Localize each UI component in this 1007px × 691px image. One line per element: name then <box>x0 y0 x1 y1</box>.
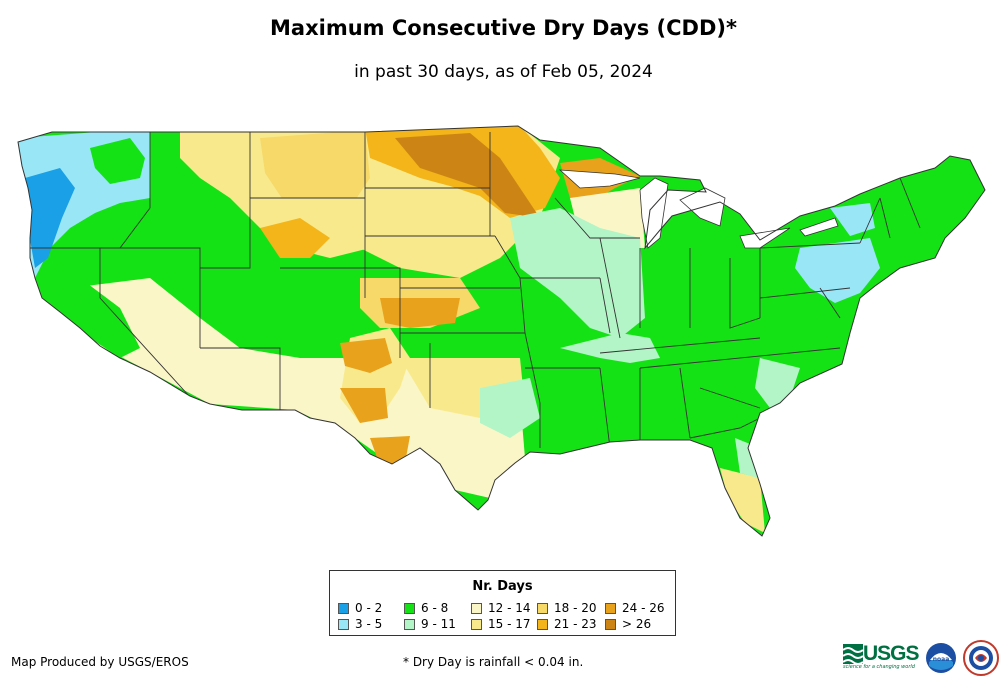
legend-swatch <box>605 618 616 630</box>
legend-label: 15 - 17 <box>488 617 531 631</box>
legend-label: 12 - 14 <box>488 601 531 615</box>
legend-item-over-26: > 26 <box>605 617 651 631</box>
legend-item-18-20: 18 - 20 <box>537 601 597 615</box>
legend-swatch <box>537 602 548 614</box>
legend-label: 6 - 8 <box>421 601 449 615</box>
legend-label: 0 - 2 <box>355 601 383 615</box>
legend-item-9-11: 9 - 11 <box>404 617 456 631</box>
legend-swatch <box>471 602 482 614</box>
legend-swatch <box>605 602 616 614</box>
noaa-logo: noaa <box>926 643 956 673</box>
legend-item-0-2: 0 - 2 <box>338 601 382 615</box>
legend-swatch <box>404 602 415 614</box>
dry-day-note: * Dry Day is rainfall < 0.04 in. <box>403 655 584 669</box>
legend-item-3-5: 3 - 5 <box>338 617 382 631</box>
legend-item-21-23: 21 - 23 <box>537 617 597 631</box>
map-subtitle: in past 30 days, as of Feb 05, 2024 <box>354 62 653 82</box>
usgs-wave-icon <box>843 644 863 665</box>
map-title: Maximum Consecutive Dry Days (CDD)* <box>270 16 737 40</box>
noaa-label: noaa <box>933 656 950 663</box>
legend-item-15-17: 15 - 17 <box>471 617 531 631</box>
cdd-map <box>17 125 986 537</box>
usgs-tagline: science for a changing world <box>843 664 915 670</box>
legend-label: 3 - 5 <box>355 617 383 631</box>
usgs-logo: USGS science for a changing world <box>843 642 921 672</box>
legend-item-6-8: 6 - 8 <box>404 601 448 615</box>
usgs-wordmark: USGS <box>863 642 920 665</box>
legend: Nr. Days 0 - 2 3 - 5 6 - 8 9 - 11 12 - 1… <box>329 570 676 636</box>
legend-swatch <box>537 618 548 630</box>
legend-label: 21 - 23 <box>554 617 597 631</box>
legend-item-24-26: 24 - 26 <box>605 601 665 615</box>
legend-swatch <box>338 618 349 630</box>
legend-swatch <box>471 618 482 630</box>
legend-label: 18 - 20 <box>554 601 597 615</box>
legend-item-12-14: 12 - 14 <box>471 601 531 615</box>
legend-title: Nr. Days <box>472 579 533 594</box>
nws-logo <box>963 640 999 676</box>
legend-swatch <box>404 618 415 630</box>
legend-swatch <box>338 602 349 614</box>
legend-label: 24 - 26 <box>622 601 665 615</box>
producer-credit: Map Produced by USGS/EROS <box>11 655 189 669</box>
legend-label: 9 - 11 <box>421 617 456 631</box>
legend-label: > 26 <box>622 617 652 631</box>
